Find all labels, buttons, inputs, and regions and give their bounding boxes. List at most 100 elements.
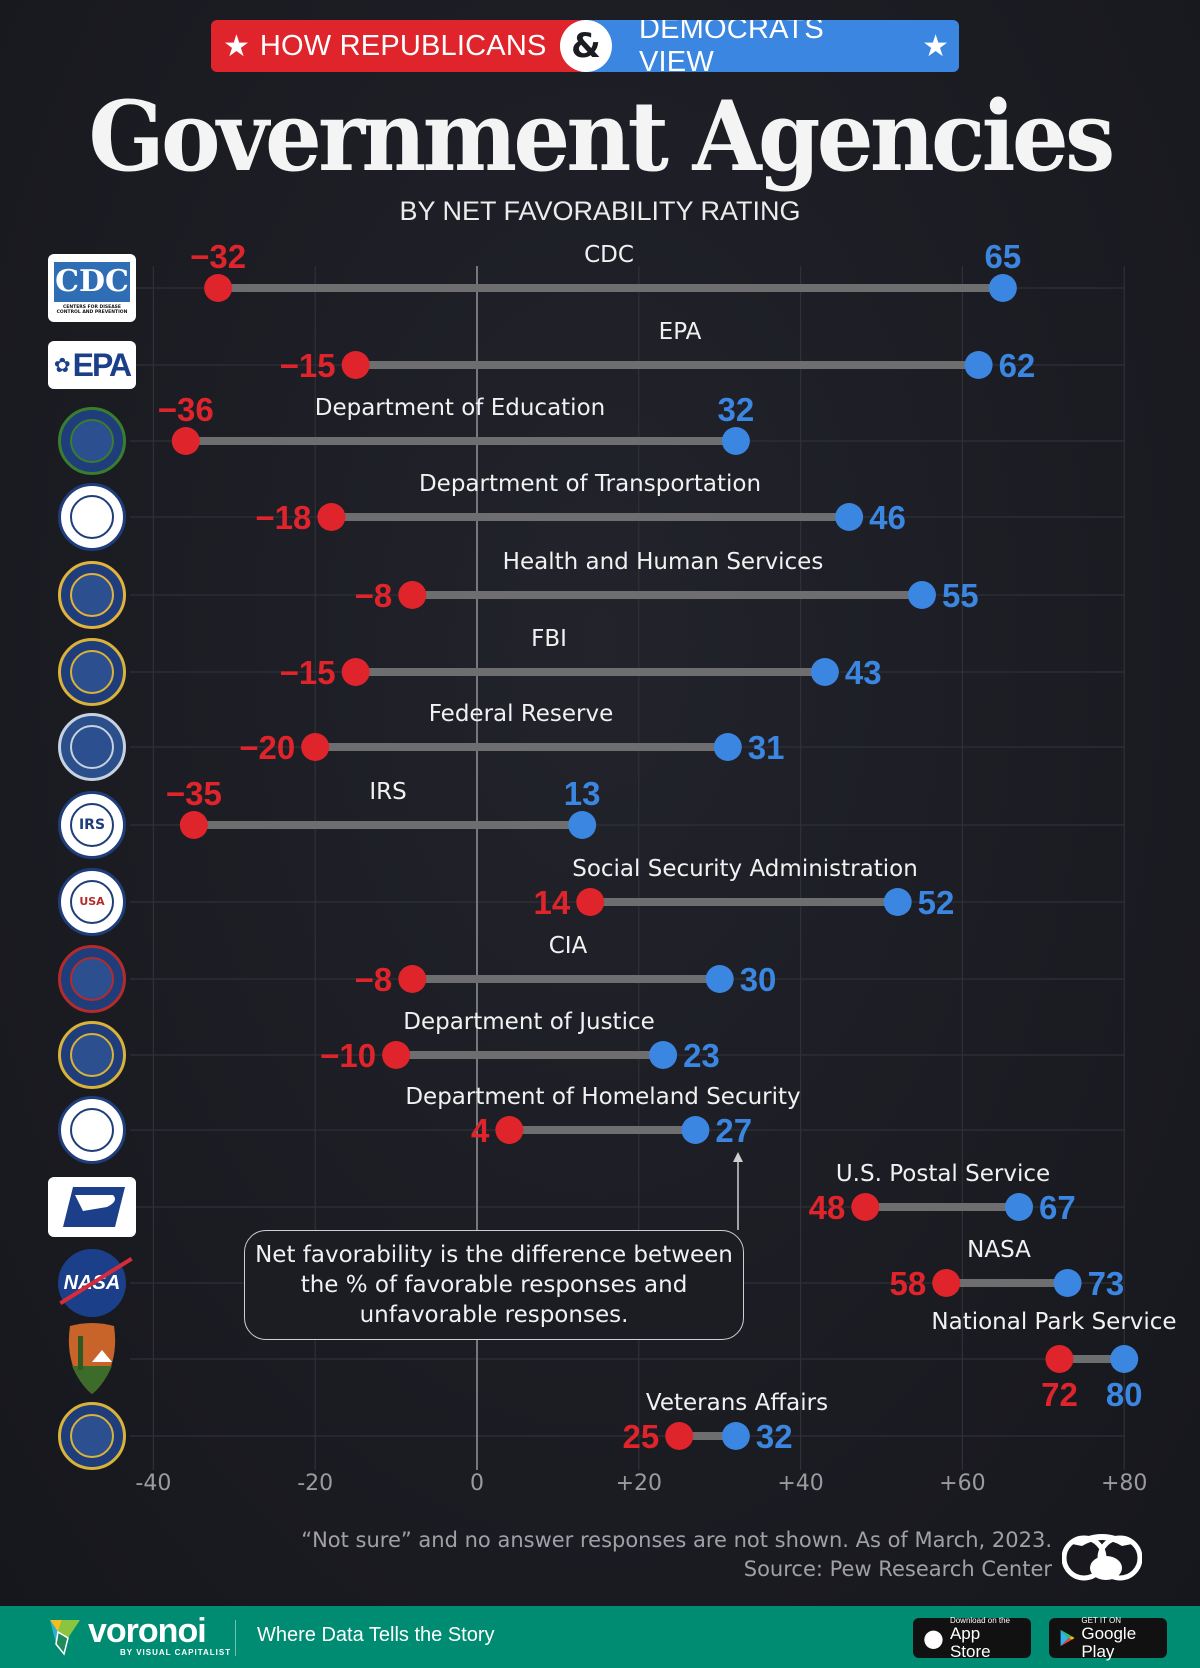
- nps-logo-icon: [48, 1323, 136, 1394]
- democrat-value-label: 43: [845, 654, 882, 691]
- democrat-value-label: 30: [740, 961, 777, 998]
- seal-cia-logo-icon: [48, 945, 136, 1013]
- agency-name-label: CDC: [584, 242, 634, 268]
- republican-value-label: 14: [534, 884, 571, 921]
- cdc-logo-subtext: CENTERS FOR DISEASE CONTROL AND PREVENTI…: [56, 304, 128, 315]
- x-tick-label: +60: [939, 1471, 985, 1496]
- agency-name-label: IRS: [369, 779, 406, 805]
- cdc-logo-icon: CDC CENTERS FOR DISEASE CONTROL AND PREVE…: [48, 254, 136, 322]
- footnote-source: Source: Pew Research Center: [743, 1557, 1052, 1581]
- republican-value-label: −8: [355, 961, 393, 998]
- voronoi-logo-icon: [50, 1619, 80, 1656]
- democrat-dot: [988, 274, 1017, 302]
- democrat-dot: [883, 888, 912, 916]
- header-banner: ★ HOW REPUBLICANS DEMOCRATS VIEW ★ &: [211, 20, 959, 72]
- tagline: Where Data Tells the Story: [257, 1624, 495, 1646]
- ssa-logo-text: USA: [79, 895, 105, 908]
- binoculars-mascot-icon: [1062, 1534, 1142, 1581]
- republican-dot: [495, 1116, 524, 1144]
- google-play-button[interactable]: GET IT ON Google Play: [1049, 1615, 1167, 1661]
- democrat-value-label: 65: [984, 238, 1021, 275]
- agency-name-label: Department of Transportation: [419, 471, 761, 497]
- banner-republican: ★ HOW REPUBLICANS: [211, 20, 581, 72]
- x-tick-label: +40: [777, 1471, 823, 1496]
- democrat-dot: [835, 503, 864, 531]
- banner-right-text: DEMOCRATS VIEW: [639, 20, 824, 72]
- agency-name-label: U.S. Postal Service: [836, 1161, 1050, 1187]
- brand-subtitle: BY VISUAL CAPITALIST: [120, 1648, 232, 1657]
- republican-dot: [398, 581, 427, 609]
- democrat-dot: [705, 965, 734, 993]
- brand-name: voronoi: [88, 1612, 207, 1650]
- apple-icon: ●: [923, 1624, 944, 1652]
- republican-value-label: 4: [471, 1112, 490, 1149]
- epa-logo-text: EPA: [72, 346, 132, 383]
- seal-transportation-logo-icon: [48, 483, 136, 551]
- seal-va-logo-icon: [48, 1402, 136, 1470]
- footer-bar: voronoi BY VISUAL CAPITALIST Where Data …: [0, 1606, 1200, 1668]
- voronoi-logo[interactable]: voronoi BY VISUAL CAPITALIST: [48, 1612, 232, 1657]
- republican-dot: [382, 1041, 411, 1069]
- nasa-logo-icon: NASA: [48, 1249, 136, 1317]
- footnote: “Not sure” and no answer responses are n…: [301, 1526, 1052, 1584]
- republican-value-label: 72: [1041, 1376, 1078, 1413]
- google-play-big: Google Play: [1081, 1623, 1137, 1661]
- seal-fbi-logo-icon: [48, 638, 136, 706]
- democrat-dot: [1053, 1269, 1082, 1297]
- republican-value-label: −15: [280, 347, 336, 384]
- agency-name-label: Social Security Administration: [572, 856, 918, 882]
- republican-dot: [341, 351, 370, 379]
- page-title: Government Agencies: [88, 80, 1116, 193]
- ampersand-badge: &: [560, 20, 612, 72]
- democrat-dot: [713, 733, 742, 761]
- banner-left-text: HOW REPUBLICANS: [259, 29, 547, 62]
- agency-name-label: Department of Education: [315, 395, 605, 421]
- republican-value-label: −18: [255, 499, 311, 536]
- agency-name-label: National Park Service: [931, 1309, 1176, 1335]
- republican-dot: [317, 503, 346, 531]
- democrat-dot: [1005, 1193, 1034, 1221]
- epa-logo-icon: ✿ EPA: [48, 332, 136, 398]
- republican-dot: [171, 427, 200, 455]
- democrat-value-label: 13: [564, 775, 601, 812]
- annotation-arrow-head: [733, 1152, 743, 1162]
- republican-dot: [341, 658, 370, 686]
- irs-logo-text: IRS: [78, 817, 106, 833]
- democrat-value-label: 31: [748, 729, 785, 766]
- republican-dot: [932, 1269, 961, 1297]
- x-tick-label: 0: [470, 1471, 484, 1496]
- democrat-value-label: 55: [942, 577, 979, 614]
- republican-value-label: −10: [320, 1037, 376, 1074]
- republican-dot: [179, 811, 208, 839]
- democrat-dot: [907, 581, 936, 609]
- republican-value-label: −32: [190, 238, 246, 275]
- democrat-value-label: 73: [1088, 1265, 1125, 1302]
- democrat-value-label: 23: [683, 1037, 720, 1074]
- democrat-value-label: 32: [756, 1418, 793, 1455]
- democrat-value-label: 27: [715, 1112, 752, 1149]
- seal-doj-logo-icon: [48, 1021, 136, 1089]
- x-tick-label: -20: [297, 1471, 333, 1496]
- democrat-dot: [649, 1041, 678, 1069]
- app-store-big: App Store: [949, 1623, 991, 1661]
- x-tick-label: +20: [616, 1471, 662, 1496]
- banner-democrat: DEMOCRATS VIEW ★: [581, 20, 959, 72]
- democrat-value-label: 32: [718, 391, 755, 428]
- seal-hhs-logo-icon: [48, 561, 136, 629]
- democrat-dot: [1110, 1345, 1139, 1373]
- nps-arrowhead-icon: [68, 1323, 116, 1394]
- agency-name-label: Veterans Affairs: [646, 1390, 828, 1416]
- democrat-value-label: 67: [1039, 1189, 1076, 1226]
- star-icon: ★: [922, 28, 949, 64]
- usps-eagle-icon: [63, 1187, 125, 1227]
- agency-name-label: Department of Homeland Security: [405, 1084, 800, 1110]
- republican-dot: [665, 1422, 694, 1450]
- republican-dot: [398, 965, 427, 993]
- google-play-small: GET IT ON: [1081, 1615, 1122, 1625]
- republican-dot: [851, 1193, 880, 1221]
- footnote-note: “Not sure” and no answer responses are n…: [301, 1528, 1052, 1552]
- republican-value-label: −15: [280, 654, 336, 691]
- agency-name-label: Federal Reserve: [429, 701, 614, 727]
- app-store-button[interactable]: ● Download on the App Store: [913, 1616, 1031, 1661]
- republican-value-label: −36: [158, 391, 214, 428]
